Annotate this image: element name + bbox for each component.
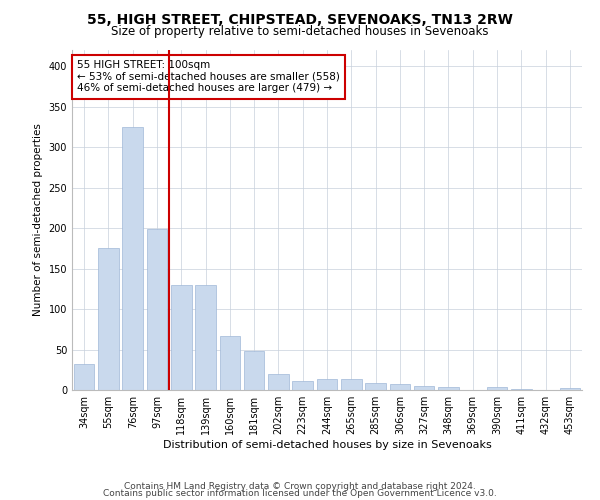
Bar (389, 384, 410, 390)
Bar (220, 336, 240, 390)
Bar (98, 248, 119, 390)
Bar (365, 382, 386, 390)
X-axis label: Distribution of semi-detached houses by size in Sevenoaks: Distribution of semi-detached houses by … (163, 440, 491, 450)
Bar (560, 388, 580, 390)
Bar (244, 351, 265, 390)
Bar (414, 386, 434, 390)
Bar (74, 364, 94, 390)
Text: 55, HIGH STREET, CHIPSTEAD, SEVENOAKS, TN13 2RW: 55, HIGH STREET, CHIPSTEAD, SEVENOAKS, T… (87, 12, 513, 26)
Text: Contains HM Land Registry data © Crown copyright and database right 2024.: Contains HM Land Registry data © Crown c… (124, 482, 476, 491)
Bar (171, 285, 191, 390)
Bar (146, 229, 167, 390)
Bar (268, 374, 289, 390)
Y-axis label: Number of semi-detached properties: Number of semi-detached properties (33, 124, 43, 316)
Bar (438, 387, 459, 390)
Bar (511, 389, 532, 390)
Bar (292, 381, 313, 390)
Bar (487, 387, 508, 390)
Bar (317, 378, 337, 390)
Bar (341, 378, 362, 390)
Bar (122, 127, 143, 390)
Bar (195, 285, 216, 390)
Text: Contains public sector information licensed under the Open Government Licence v3: Contains public sector information licen… (103, 488, 497, 498)
Text: Size of property relative to semi-detached houses in Sevenoaks: Size of property relative to semi-detach… (111, 25, 489, 38)
Text: 55 HIGH STREET: 100sqm
← 53% of semi-detached houses are smaller (558)
46% of se: 55 HIGH STREET: 100sqm ← 53% of semi-det… (77, 60, 340, 94)
